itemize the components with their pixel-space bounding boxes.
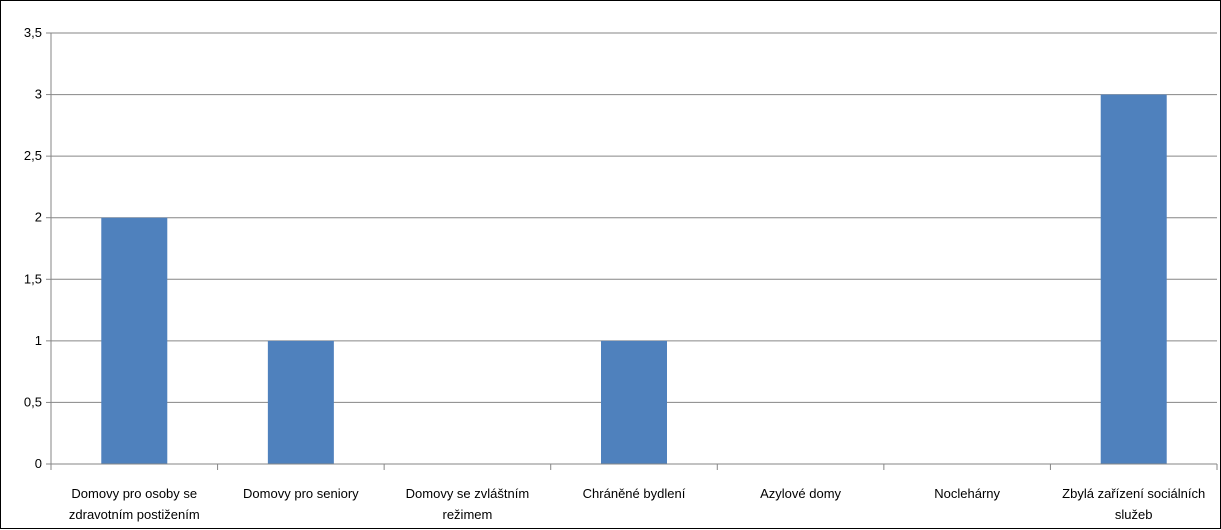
y-tick-label: 0 xyxy=(35,456,42,471)
category-label-line: Domovy pro osoby se xyxy=(71,486,197,501)
bars xyxy=(101,94,1167,465)
category-label-line: Azylové domy xyxy=(760,486,841,501)
y-tick-label: 2,5 xyxy=(24,148,42,163)
category-label-line: režimem xyxy=(443,507,493,522)
category-label-line: služeb xyxy=(1115,507,1153,522)
x-axis-category-labels: Domovy pro osoby se zdravotním postižením… xyxy=(69,486,1205,522)
bar xyxy=(1100,94,1167,465)
category-label-line: Noclehárny xyxy=(934,486,1000,501)
category-label-line: Domovy se zvláštním xyxy=(406,486,530,501)
gridlines xyxy=(51,32,1217,403)
y-tick-label: 1 xyxy=(35,333,42,348)
category-label-line: Zbylá zařízení sociálních xyxy=(1062,486,1205,501)
category-label: Azylové domy xyxy=(760,486,841,501)
category-label: Domovy se zvláštním režimem xyxy=(406,486,530,522)
y-tick-label: 1,5 xyxy=(24,271,42,286)
bar xyxy=(267,340,334,464)
category-label: Chráněné bydlení xyxy=(583,486,686,501)
category-label-line: Chráněné bydlení xyxy=(583,486,686,501)
y-tick-label: 0,5 xyxy=(24,394,42,409)
category-label-line: Domovy pro seniory xyxy=(243,486,359,501)
y-tick-label: 3 xyxy=(35,87,42,102)
bar xyxy=(101,217,168,464)
y-tick-label: 2 xyxy=(35,210,42,225)
category-label: Domovy pro seniory xyxy=(243,486,359,501)
bar xyxy=(601,340,667,464)
category-label: Domovy pro osoby se zdravotním postižením xyxy=(69,486,200,522)
y-tick-label: 3,5 xyxy=(24,25,42,40)
y-axis-tick-labels: 0 0,5 1 1,5 2 2,5 3 3,5 xyxy=(24,25,42,471)
category-label-line: zdravotním postižením xyxy=(69,507,200,522)
axes xyxy=(46,32,1218,470)
category-label: Noclehárny xyxy=(934,486,1000,501)
category-label: Zbylá zařízení sociálních služeb xyxy=(1062,486,1205,522)
